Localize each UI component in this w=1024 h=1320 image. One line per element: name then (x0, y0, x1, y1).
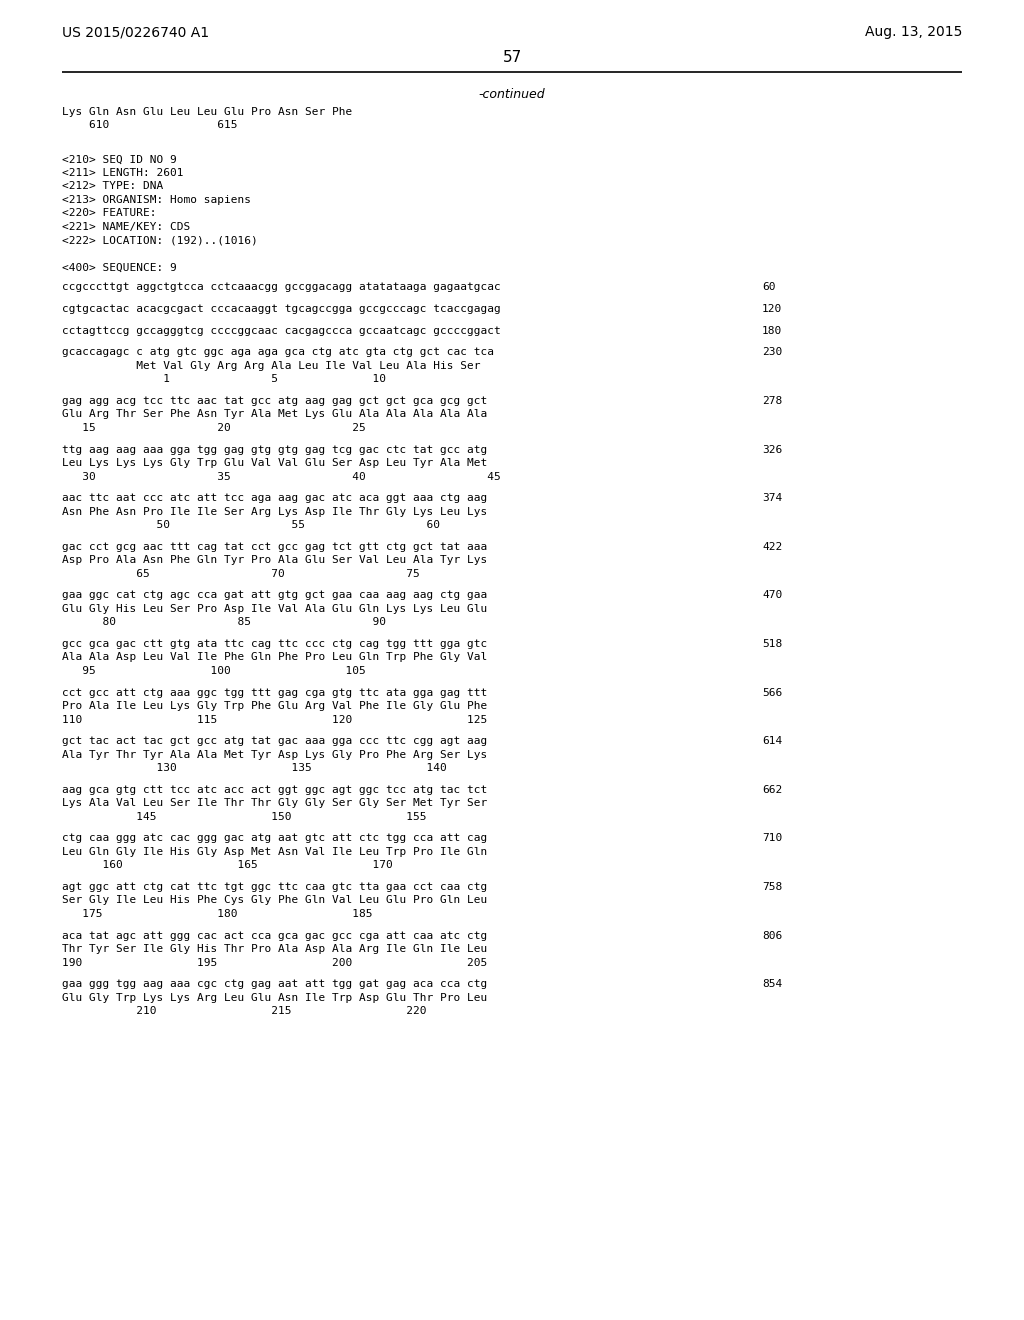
Text: Leu Lys Lys Lys Gly Trp Glu Val Val Glu Ser Asp Leu Tyr Ala Met: Leu Lys Lys Lys Gly Trp Glu Val Val Glu … (62, 458, 487, 469)
Text: 60: 60 (762, 282, 775, 293)
Text: -continued: -continued (478, 88, 546, 102)
Text: <222> LOCATION: (192)..(1016): <222> LOCATION: (192)..(1016) (62, 235, 258, 246)
Text: 210                 215                 220: 210 215 220 (62, 1006, 427, 1016)
Text: 1               5              10: 1 5 10 (62, 375, 386, 384)
Text: ccgcccttgt aggctgtcca cctcaaacgg gccggacagg atatataaga gagaatgcac: ccgcccttgt aggctgtcca cctcaaacgg gccggac… (62, 282, 501, 293)
Text: 374: 374 (762, 494, 782, 503)
Text: 614: 614 (762, 737, 782, 746)
Text: 130                 135                 140: 130 135 140 (62, 763, 446, 774)
Text: 854: 854 (762, 979, 782, 989)
Text: 120: 120 (762, 304, 782, 314)
Text: Thr Tyr Ser Ile Gly His Thr Pro Ala Asp Ala Arg Ile Gln Ile Leu: Thr Tyr Ser Ile Gly His Thr Pro Ala Asp … (62, 944, 487, 954)
Text: 230: 230 (762, 347, 782, 358)
Text: Glu Arg Thr Ser Phe Asn Tyr Ala Met Lys Glu Ala Ala Ala Ala Ala: Glu Arg Thr Ser Phe Asn Tyr Ala Met Lys … (62, 409, 487, 420)
Text: 80                  85                  90: 80 85 90 (62, 618, 386, 627)
Text: 175                 180                 185: 175 180 185 (62, 909, 373, 919)
Text: gac cct gcg aac ttt cag tat cct gcc gag tct gtt ctg gct tat aaa: gac cct gcg aac ttt cag tat cct gcc gag … (62, 541, 487, 552)
Text: Met Val Gly Arg Arg Ala Leu Ile Val Leu Ala His Ser: Met Val Gly Arg Arg Ala Leu Ile Val Leu … (62, 360, 480, 371)
Text: Lys Gln Asn Glu Leu Leu Glu Pro Asn Ser Phe: Lys Gln Asn Glu Leu Leu Glu Pro Asn Ser … (62, 107, 352, 117)
Text: gag agg acg tcc ttc aac tat gcc atg aag gag gct gct gca gcg gct: gag agg acg tcc ttc aac tat gcc atg aag … (62, 396, 487, 407)
Text: 758: 758 (762, 882, 782, 892)
Text: <213> ORGANISM: Homo sapiens: <213> ORGANISM: Homo sapiens (62, 195, 251, 205)
Text: <220> FEATURE:: <220> FEATURE: (62, 209, 157, 218)
Text: 57: 57 (503, 50, 521, 65)
Text: Glu Gly Trp Lys Lys Arg Leu Glu Asn Ile Trp Asp Glu Thr Pro Leu: Glu Gly Trp Lys Lys Arg Leu Glu Asn Ile … (62, 993, 487, 1003)
Text: US 2015/0226740 A1: US 2015/0226740 A1 (62, 25, 209, 40)
Text: <210> SEQ ID NO 9: <210> SEQ ID NO 9 (62, 154, 177, 164)
Text: gaa ggc cat ctg agc cca gat att gtg gct gaa caa aag aag ctg gaa: gaa ggc cat ctg agc cca gat att gtg gct … (62, 590, 487, 601)
Text: Lys Ala Val Leu Ser Ile Thr Thr Gly Gly Ser Gly Ser Met Tyr Ser: Lys Ala Val Leu Ser Ile Thr Thr Gly Gly … (62, 799, 487, 808)
Text: Asp Pro Ala Asn Phe Gln Tyr Pro Ala Glu Ser Val Leu Ala Tyr Lys: Asp Pro Ala Asn Phe Gln Tyr Pro Ala Glu … (62, 556, 487, 565)
Text: 278: 278 (762, 396, 782, 407)
Text: 610                615: 610 615 (62, 120, 238, 131)
Text: 145                 150                 155: 145 150 155 (62, 812, 427, 822)
Text: 710: 710 (762, 833, 782, 843)
Text: ttg aag aag aaa gga tgg gag gtg gtg gag tcg gac ctc tat gcc atg: ttg aag aag aaa gga tgg gag gtg gtg gag … (62, 445, 487, 454)
Text: <212> TYPE: DNA: <212> TYPE: DNA (62, 181, 163, 191)
Text: Pro Ala Ile Leu Lys Gly Trp Phe Glu Arg Val Phe Ile Gly Glu Phe: Pro Ala Ile Leu Lys Gly Trp Phe Glu Arg … (62, 701, 487, 711)
Text: 50                  55                  60: 50 55 60 (62, 520, 440, 531)
Text: 95                 100                 105: 95 100 105 (62, 665, 366, 676)
Text: gaa ggg tgg aag aaa cgc ctg gag aat att tgg gat gag aca cca ctg: gaa ggg tgg aag aaa cgc ctg gag aat att … (62, 979, 487, 989)
Text: 30                  35                  40                  45: 30 35 40 45 (62, 471, 501, 482)
Text: 662: 662 (762, 784, 782, 795)
Text: 806: 806 (762, 931, 782, 941)
Text: 160                 165                 170: 160 165 170 (62, 861, 393, 870)
Text: Ser Gly Ile Leu His Phe Cys Gly Phe Gln Val Leu Glu Pro Gln Leu: Ser Gly Ile Leu His Phe Cys Gly Phe Gln … (62, 895, 487, 906)
Text: Aug. 13, 2015: Aug. 13, 2015 (864, 25, 962, 40)
Text: ctg caa ggg atc cac ggg gac atg aat gtc att ctc tgg cca att cag: ctg caa ggg atc cac ggg gac atg aat gtc … (62, 833, 487, 843)
Text: agt ggc att ctg cat ttc tgt ggc ttc caa gtc tta gaa cct caa ctg: agt ggc att ctg cat ttc tgt ggc ttc caa … (62, 882, 487, 892)
Text: aag gca gtg ctt tcc atc acc act ggt ggc agt ggc tcc atg tac tct: aag gca gtg ctt tcc atc acc act ggt ggc … (62, 784, 487, 795)
Text: <221> NAME/KEY: CDS: <221> NAME/KEY: CDS (62, 222, 190, 232)
Text: gcaccagagc c atg gtc ggc aga aga gca ctg atc gta ctg gct cac tca: gcaccagagc c atg gtc ggc aga aga gca ctg… (62, 347, 494, 358)
Text: cctagttccg gccagggtcg ccccggcaac cacgagccca gccaatcagc gccccggact: cctagttccg gccagggtcg ccccggcaac cacgagc… (62, 326, 501, 335)
Text: <211> LENGTH: 2601: <211> LENGTH: 2601 (62, 168, 183, 178)
Text: 180: 180 (762, 326, 782, 335)
Text: 326: 326 (762, 445, 782, 454)
Text: <400> SEQUENCE: 9: <400> SEQUENCE: 9 (62, 263, 177, 272)
Text: 65                  70                  75: 65 70 75 (62, 569, 420, 578)
Text: Leu Gln Gly Ile His Gly Asp Met Asn Val Ile Leu Trp Pro Ile Gln: Leu Gln Gly Ile His Gly Asp Met Asn Val … (62, 847, 487, 857)
Text: 566: 566 (762, 688, 782, 697)
Text: gcc gca gac ctt gtg ata ttc cag ttc ccc ctg cag tgg ttt gga gtc: gcc gca gac ctt gtg ata ttc cag ttc ccc … (62, 639, 487, 649)
Text: cgtgcactac acacgcgact cccacaaggt tgcagccgga gccgcccagc tcaccgagag: cgtgcactac acacgcgact cccacaaggt tgcagcc… (62, 304, 501, 314)
Text: Ala Ala Asp Leu Val Ile Phe Gln Phe Pro Leu Gln Trp Phe Gly Val: Ala Ala Asp Leu Val Ile Phe Gln Phe Pro … (62, 652, 487, 663)
Text: gct tac act tac gct gcc atg tat gac aaa gga ccc ttc cgg agt aag: gct tac act tac gct gcc atg tat gac aaa … (62, 737, 487, 746)
Text: Ala Tyr Thr Tyr Ala Ala Met Tyr Asp Lys Gly Pro Phe Arg Ser Lys: Ala Tyr Thr Tyr Ala Ala Met Tyr Asp Lys … (62, 750, 487, 759)
Text: 190                 195                 200                 205: 190 195 200 205 (62, 957, 487, 968)
Text: cct gcc att ctg aaa ggc tgg ttt gag cga gtg ttc ata gga gag ttt: cct gcc att ctg aaa ggc tgg ttt gag cga … (62, 688, 487, 697)
Text: aac ttc aat ccc atc att tcc aga aag gac atc aca ggt aaa ctg aag: aac ttc aat ccc atc att tcc aga aag gac … (62, 494, 487, 503)
Text: 518: 518 (762, 639, 782, 649)
Text: aca tat agc att ggg cac act cca gca gac gcc cga att caa atc ctg: aca tat agc att ggg cac act cca gca gac … (62, 931, 487, 941)
Text: Glu Gly His Leu Ser Pro Asp Ile Val Ala Glu Gln Lys Lys Leu Glu: Glu Gly His Leu Ser Pro Asp Ile Val Ala … (62, 603, 487, 614)
Text: Asn Phe Asn Pro Ile Ile Ser Arg Lys Asp Ile Thr Gly Lys Leu Lys: Asn Phe Asn Pro Ile Ile Ser Arg Lys Asp … (62, 507, 487, 516)
Text: 110                 115                 120                 125: 110 115 120 125 (62, 714, 487, 725)
Text: 422: 422 (762, 541, 782, 552)
Text: 470: 470 (762, 590, 782, 601)
Text: 15                  20                  25: 15 20 25 (62, 422, 366, 433)
